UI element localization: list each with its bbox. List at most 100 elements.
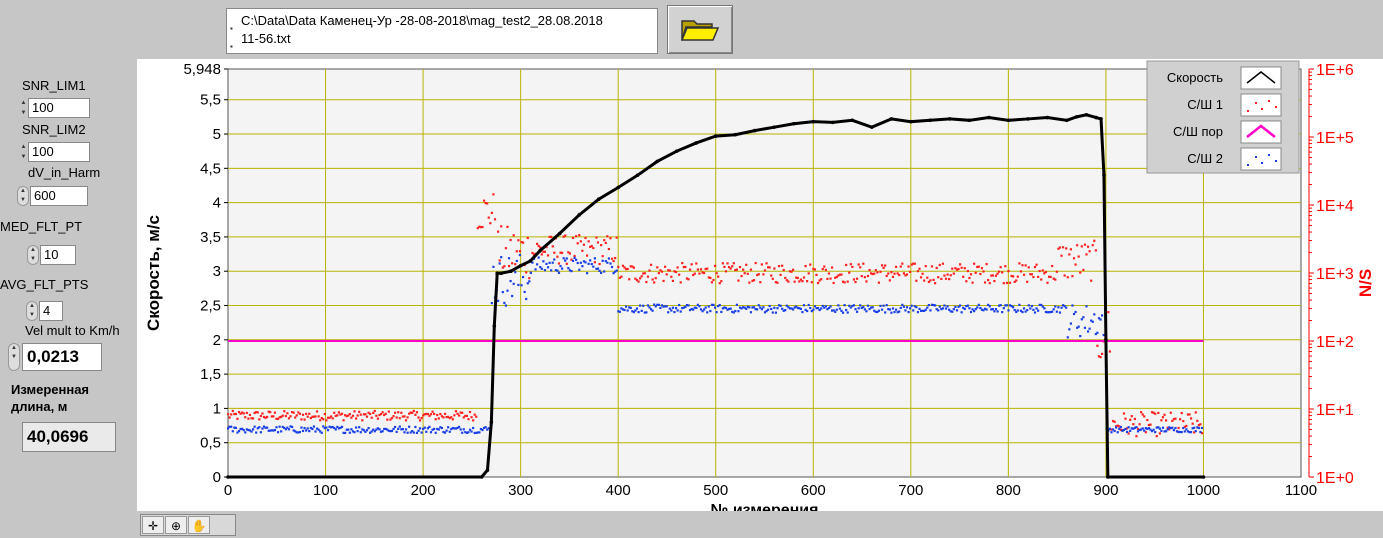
snr1-point: [311, 415, 314, 418]
snr2-point: [980, 308, 984, 311]
snr2-point: [732, 311, 735, 314]
snr2-point: [1143, 429, 1146, 432]
snr2-point: [777, 304, 781, 307]
snr2-point: [776, 307, 779, 310]
snr2-point: [584, 261, 587, 264]
snr2-point: [782, 309, 785, 312]
dv-in-harm-increment[interactable]: ▲ ▼: [17, 186, 29, 206]
snr2-point: [365, 429, 369, 432]
snr2-point: [1144, 427, 1147, 430]
snr2-point: [919, 309, 923, 313]
snr1-point: [912, 262, 915, 265]
snr2-point: [403, 431, 406, 434]
zoom-icon[interactable]: ⊕: [165, 516, 187, 534]
snr1-point: [829, 277, 832, 280]
snr2-point: [885, 304, 888, 307]
crosshair-icon[interactable]: ✛: [142, 516, 164, 534]
snr1-point: [1076, 244, 1079, 247]
snr1-point: [322, 418, 325, 421]
snr1-point: [759, 281, 762, 284]
speed-point: [772, 125, 777, 129]
snr-lim2-increment[interactable]: ▲ ▼: [20, 144, 27, 160]
snr2-point: [1157, 426, 1160, 429]
snr2-point: [408, 425, 411, 428]
vel-mult-input[interactable]: 0,0213: [22, 343, 102, 371]
snr1-point: [290, 411, 294, 414]
snr2-point: [301, 429, 305, 433]
snr2-point: [573, 256, 576, 259]
dv-in-harm-input[interactable]: 600: [30, 186, 88, 206]
snr1-point: [966, 269, 969, 273]
med-flt-pt-input[interactable]: 10: [40, 245, 76, 265]
snr2-point: [325, 426, 328, 429]
snr1-point: [398, 417, 401, 420]
snr2-point: [237, 430, 241, 433]
snr2-point: [445, 429, 448, 432]
snr2-point: [952, 308, 955, 311]
snr1-point: [857, 263, 860, 266]
speed-point: [1094, 115, 1098, 120]
snr1-point: [1172, 418, 1176, 421]
snr2-point: [640, 309, 643, 312]
snr2-point: [554, 269, 557, 272]
snr2-point: [429, 431, 433, 434]
snr1-point: [756, 273, 759, 277]
snr1-point: [330, 415, 333, 418]
legend-point-icon: [1255, 156, 1257, 158]
y-tick-label: 0: [213, 469, 221, 486]
snr1-point: [1033, 266, 1037, 269]
snr2-point: [921, 309, 924, 312]
snr1-point: [1132, 423, 1135, 426]
snr2-point: [1022, 307, 1026, 310]
snr2-point: [907, 310, 910, 314]
snr-lim1-input[interactable]: 100: [28, 98, 90, 118]
snr1-point: [807, 272, 810, 275]
snr-lim1-increment[interactable]: ▲ ▼: [20, 100, 27, 116]
med-flt-pt-increment[interactable]: ▲ ▼: [27, 245, 39, 265]
snr-lim2-input[interactable]: 100: [28, 142, 90, 162]
waveform-graph[interactable]: 0 100 200 300 400 500 600 700 800 900 1000 1100 0 0,5…: [137, 59, 1383, 511]
snr2-point: [1076, 326, 1079, 329]
snr1-point: [979, 272, 982, 276]
snr2-point: [1041, 305, 1044, 308]
avg-flt-pts-increment[interactable]: ▲ ▼: [26, 301, 38, 321]
snr1-point: [1083, 243, 1087, 246]
snr1-point: [356, 414, 359, 417]
snr2-point: [1055, 310, 1058, 313]
pan-hand-icon[interactable]: ✋: [188, 516, 210, 534]
snr1-point: [774, 281, 778, 284]
snr1-point: [860, 274, 863, 278]
snr2-point: [1082, 316, 1085, 319]
snr2-point: [659, 306, 662, 310]
snr1-point: [548, 235, 551, 238]
snr2-point: [373, 430, 376, 433]
snr1-point: [723, 265, 726, 269]
snr2-point: [983, 307, 987, 310]
snr2-point: [300, 426, 303, 429]
speed-line: [228, 113, 1204, 479]
snr1-point: [266, 415, 269, 419]
snr2-point: [1200, 426, 1204, 430]
browse-button[interactable]: [667, 5, 733, 54]
snr2-point: [1180, 430, 1183, 434]
y-tick-label: 1: [213, 400, 221, 417]
snr2-point: [649, 308, 653, 311]
snr1-point: [456, 412, 459, 415]
snr2-point: [880, 308, 884, 311]
snr2-point: [876, 310, 879, 314]
snr1-point: [973, 262, 976, 265]
snr1-point: [585, 254, 589, 257]
vel-mult-increment[interactable]: ▲ ▼: [8, 343, 20, 371]
snr1-point: [668, 269, 671, 272]
snr2-point: [767, 308, 770, 311]
snr1-point: [401, 415, 405, 418]
snr2-point: [248, 429, 252, 432]
file-path-field[interactable]: ▪ ▪ C:\Data\Data Каменец-Ур -28-08-2018\m…: [226, 8, 658, 54]
snr1-point: [276, 417, 280, 421]
snr1-point: [1177, 426, 1180, 430]
snr1-point: [256, 411, 259, 414]
snr2-point: [873, 309, 876, 312]
snr2-point: [320, 431, 323, 434]
snr2-point: [831, 309, 834, 312]
avg-flt-pts-input[interactable]: 4: [39, 301, 63, 321]
